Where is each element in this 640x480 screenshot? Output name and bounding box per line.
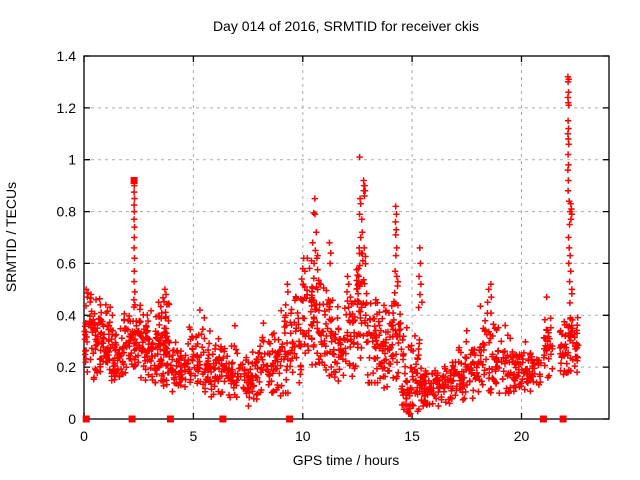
x-axis-label: GPS time / hours: [293, 452, 400, 468]
y-tick-label: 1.4: [57, 48, 77, 64]
plot-border: [83, 55, 610, 420]
chart-title: Day 014 of 2016, SRMTID for receiver cki…: [213, 18, 479, 34]
x-tick-label: 5: [190, 428, 198, 444]
y-tick-label: 0.4: [57, 307, 77, 323]
y-tick-label: 0.8: [57, 204, 77, 220]
gap-marker-square: [286, 415, 294, 423]
axes: [83, 55, 610, 420]
x-tick-label: 15: [404, 428, 420, 444]
gap-marker-square: [128, 415, 136, 423]
gap-marker-square: [539, 415, 547, 423]
x-tick-label: 10: [295, 428, 311, 444]
x-tick-label: 0: [80, 428, 88, 444]
y-tick-label: 0.2: [57, 359, 77, 375]
y-tick-label: 0.6: [57, 255, 77, 271]
gap-marker-square: [166, 415, 174, 423]
scatter-points-path: [81, 73, 582, 417]
y-tick-label: 0: [68, 411, 76, 427]
gap-marker-square: [82, 415, 90, 423]
x-tick-label: 20: [514, 428, 530, 444]
tick-labels: 0 5 10 15 20 0 0.2 0.4 0.6 0.8 1 1.2 1.4: [57, 48, 530, 444]
y-tick-label: 1: [68, 152, 76, 168]
gap-marker-square: [559, 415, 567, 423]
flagged-point-square: [130, 177, 138, 184]
gap-marker-square: [219, 415, 227, 423]
y-axis-label: SRMTID / TECUs: [3, 182, 19, 292]
data-points: [81, 73, 582, 423]
y-tick-label: 1.2: [57, 100, 77, 116]
